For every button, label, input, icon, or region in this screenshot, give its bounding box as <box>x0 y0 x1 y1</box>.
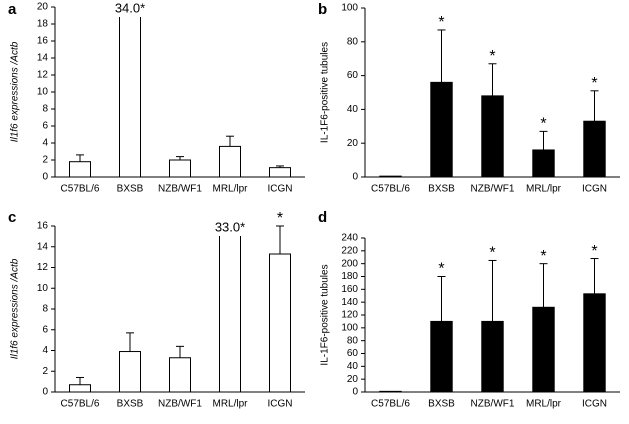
y-tick-label: 14 <box>37 53 49 64</box>
bar <box>532 306 555 392</box>
bar <box>119 17 141 177</box>
bar <box>169 357 191 392</box>
panel-letter: d <box>318 209 327 226</box>
y-tick-label: 16 <box>37 221 49 232</box>
x-tick-label: MRL/lpr <box>526 184 562 195</box>
y-tick-label: 4 <box>42 138 48 149</box>
y-tick-label: 2 <box>42 366 48 377</box>
y-tick-label: 0 <box>42 387 48 398</box>
y-tick-label: 20 <box>37 2 49 13</box>
significance-mark: * <box>438 261 444 278</box>
bar <box>219 145 241 177</box>
y-tick-label: 0 <box>352 172 358 183</box>
x-tick-label: ICGN <box>268 399 293 410</box>
y-tick-label: 80 <box>347 36 359 47</box>
y-tick-label: 180 <box>341 271 358 282</box>
panel-letter: c <box>8 209 16 226</box>
y-tick-label: 220 <box>341 245 358 256</box>
y-tick-label: 200 <box>341 258 358 269</box>
y-tick-label: 16 <box>37 36 49 47</box>
bar <box>481 95 504 177</box>
y-tick-label: 0 <box>42 172 48 183</box>
y-tick-label: 12 <box>37 262 49 273</box>
x-tick-label: BXSB <box>117 184 144 195</box>
x-tick-label: MRL/lpr <box>212 399 248 410</box>
bar <box>119 351 141 392</box>
y-tick-label: 40 <box>347 104 359 115</box>
bar <box>379 175 402 177</box>
y-axis-label: Il1f6 expressions /Actb <box>10 258 21 359</box>
x-tick-label: ICGN <box>582 184 607 195</box>
x-tick-label: C57BL/6 <box>61 399 100 410</box>
y-tick-label: 80 <box>347 335 359 346</box>
bar <box>583 120 606 177</box>
x-tick-label: NZB/WF1 <box>471 399 515 410</box>
y-tick-label: 12 <box>37 70 49 81</box>
significance-mark: * <box>540 248 546 265</box>
y-tick-label: 20 <box>347 374 359 385</box>
bar <box>430 81 453 177</box>
y-tick-label: 14 <box>37 241 49 252</box>
significance-mark: * <box>591 243 597 260</box>
significance-mark: * <box>540 116 546 133</box>
x-tick-label: BXSB <box>428 399 455 410</box>
bar <box>269 167 291 177</box>
panel-letter: a <box>8 1 17 18</box>
significance-mark: * <box>591 75 597 92</box>
bar <box>430 320 453 392</box>
y-tick-label: 8 <box>42 104 48 115</box>
y-tick-label: 18 <box>37 19 49 30</box>
bar <box>481 320 504 392</box>
y-tick-label: 8 <box>42 304 48 315</box>
bar <box>379 390 402 392</box>
y-tick-label: 4 <box>42 345 48 356</box>
y-tick-label: 140 <box>341 297 358 308</box>
y-axis-label: IL-1F6-positive tubules <box>320 264 331 365</box>
bar <box>69 161 91 177</box>
y-tick-label: 160 <box>341 284 358 295</box>
y-tick-label: 6 <box>42 121 48 132</box>
y-tick-label: 2 <box>42 155 48 166</box>
y-tick-label: 6 <box>42 324 48 335</box>
significance-mark: * <box>489 245 495 262</box>
x-tick-label: ICGN <box>268 184 293 195</box>
bar <box>583 293 606 392</box>
significance-mark: * <box>438 14 444 31</box>
bar <box>269 253 291 392</box>
significance-mark: * <box>277 210 283 227</box>
x-tick-label: ICGN <box>582 399 607 410</box>
y-tick-label: 120 <box>341 310 358 321</box>
x-tick-label: NZB/WF1 <box>158 399 202 410</box>
x-tick-label: MRL/lpr <box>212 184 248 195</box>
value-label: 33.0* <box>215 219 245 234</box>
panel-letter: b <box>318 1 327 18</box>
x-tick-label: NZB/WF1 <box>471 184 515 195</box>
bar <box>532 149 555 177</box>
x-tick-label: BXSB <box>428 184 455 195</box>
bar <box>169 159 191 177</box>
y-tick-label: 10 <box>37 87 49 98</box>
y-tick-label: 60 <box>347 348 359 359</box>
y-tick-label: 10 <box>37 283 49 294</box>
x-tick-label: NZB/WF1 <box>158 184 202 195</box>
y-tick-label: 100 <box>341 3 358 14</box>
y-tick-label: 100 <box>341 322 358 333</box>
significance-mark: * <box>489 48 495 65</box>
value-label: 34.0* <box>115 0 145 15</box>
y-tick-label: 20 <box>347 138 359 149</box>
y-axis-label: IL-1F6-positive tubules <box>320 42 331 143</box>
x-tick-label: C57BL/6 <box>61 184 100 195</box>
y-axis-label: Il1f6 expressions /Actb <box>10 41 21 142</box>
bar <box>219 236 241 392</box>
x-tick-label: C57BL/6 <box>371 184 410 195</box>
x-tick-label: C57BL/6 <box>371 399 410 410</box>
x-tick-label: BXSB <box>117 399 144 410</box>
y-tick-label: 60 <box>347 70 359 81</box>
y-tick-label: 40 <box>347 361 359 372</box>
y-tick-label: 240 <box>341 233 358 244</box>
bar <box>69 384 91 392</box>
y-tick-label: 0 <box>352 387 358 398</box>
x-tick-label: MRL/lpr <box>526 399 562 410</box>
